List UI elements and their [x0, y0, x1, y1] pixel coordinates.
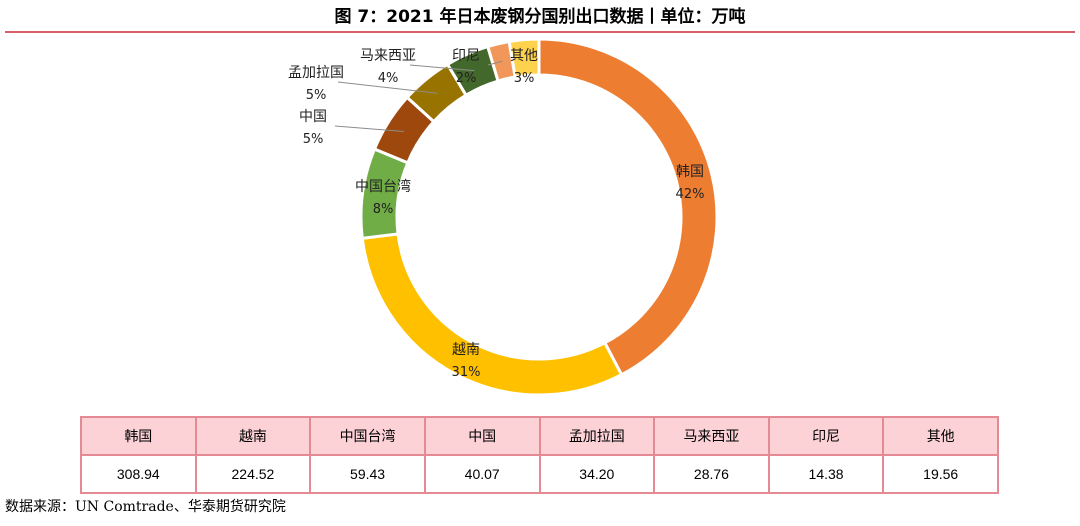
table-value-cell: 19.56 [882, 454, 999, 494]
label-vietnam-name: 越南 [452, 342, 480, 358]
label-taiwan-percent: 8% [373, 202, 394, 217]
label-china-percent: 5% [303, 132, 324, 147]
label-china-name: 中国 [299, 109, 327, 125]
label-vietnam-percent: 31% [452, 365, 481, 380]
donut-chart: 韩国 42% 越南 31% 中国台湾 8% 中国 5% 孟加拉国 5% 马来西亚 4% 印尼 2% 其他 3% [288, 37, 719, 397]
label-malaysia-percent: 4% [378, 71, 399, 86]
label-indonesia-percent: 2% [456, 71, 477, 86]
label-indonesia-name: 印尼 [452, 48, 480, 64]
table-header-cell: 孟加拉国 [538, 416, 656, 456]
title-divider [5, 31, 1075, 33]
label-other-name: 其他 [510, 48, 538, 64]
leader-line-indonesia [487, 60, 503, 66]
table-header-cell: 中国 [423, 416, 541, 456]
table-value-cell: 308.94 [80, 454, 197, 494]
table-header-cell: 印尼 [767, 416, 885, 456]
table-header-cell: 其他 [882, 416, 999, 456]
label-malaysia-name: 马来西亚 [360, 48, 416, 64]
leader-line-china [334, 125, 404, 132]
table-header-cell: 韩国 [80, 416, 197, 456]
label-other-percent: 3% [514, 71, 535, 86]
slice-korea [537, 37, 719, 377]
table-value-cell: 40.07 [423, 454, 541, 494]
table-header-cell: 越南 [194, 416, 312, 456]
label-korea-percent: 42% [676, 187, 705, 202]
table-value-cell: 34.20 [538, 454, 656, 494]
chart-title: 图 7：2021 年日本废钢分国别出口数据丨单位：万吨 [334, 7, 746, 27]
leader-line-malaysia [409, 64, 475, 72]
table-value-cell: 59.43 [309, 454, 426, 494]
table-header-cell: 中国台湾 [309, 416, 426, 456]
table-header-cell: 马来西亚 [653, 416, 770, 456]
leader-line-bangladesh [337, 81, 438, 94]
label-taiwan-name: 中国台湾 [355, 178, 411, 195]
table-value-row: 308.94 224.52 59.43 40.07 34.20 28.76 14… [80, 454, 999, 494]
label-korea-name: 韩国 [676, 164, 704, 180]
slice-other [507, 37, 541, 79]
table-header-row: 韩国 越南 中国台湾 中国 孟加拉国 马来西亚 印尼 其他 [80, 416, 999, 456]
label-bangladesh-percent: 5% [306, 88, 327, 103]
label-bangladesh-name: 孟加拉国 [288, 65, 344, 81]
data-table: 韩国 越南 中国台湾 中国 孟加拉国 马来西亚 印尼 其他 308.94 224… [80, 416, 999, 494]
slice-vietnam [360, 232, 624, 397]
table-value-cell: 224.52 [194, 454, 312, 494]
source-note: 数据来源：UN Comtrade、华泰期货研究院 [5, 499, 286, 515]
table-value-cell: 14.38 [767, 454, 885, 494]
table-value-cell: 28.76 [653, 454, 770, 494]
